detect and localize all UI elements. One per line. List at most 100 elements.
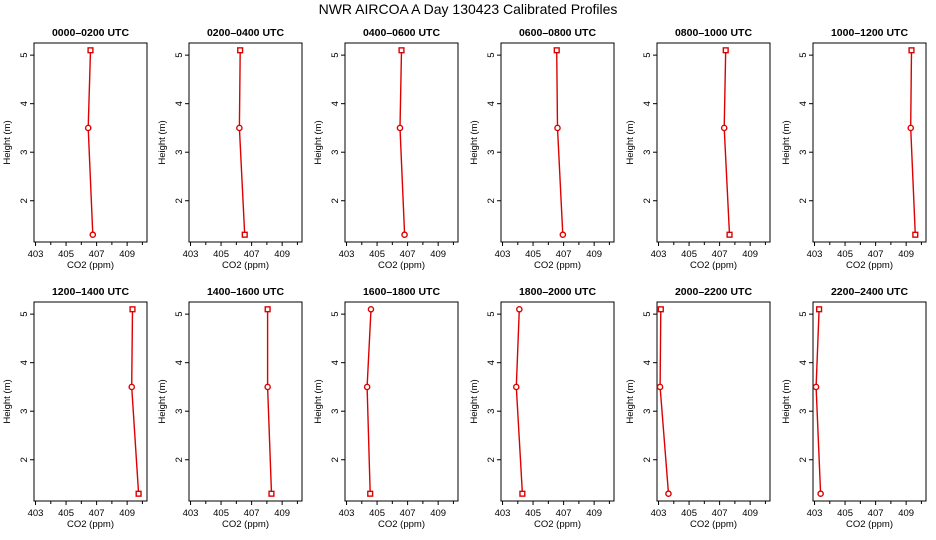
panel-title: 0000–0200 UTC [52,27,129,39]
x-axis-label: CO2 (ppm) [67,519,114,530]
data-point [816,306,823,313]
x-tick-label: 405 [681,249,697,260]
x-tick-label: 403 [495,508,511,519]
x-tick-label: 405 [369,249,385,260]
y-axis-label: Height (m) [469,379,480,423]
data-point [720,124,728,132]
chart-panel: 0000–0200 UTC 403 405 407 409 CO2 (ppm) 2 3 4 5 He… [2,27,148,271]
y-tick-label: 3 [798,409,809,414]
y-axis-label: Height (m) [625,379,636,423]
y-tick-label: 2 [19,198,30,203]
x-tick-label: 409 [742,508,758,519]
data-point [241,231,248,238]
data-point [87,47,94,54]
panel-title: 1600–1800 UTC [363,286,440,298]
data-point [367,305,375,313]
x-tick-label: 409 [119,249,135,260]
y-tick-label: 2 [330,457,341,462]
data-point [912,231,919,238]
y-axis-label: Height (m) [313,379,324,423]
data-point [398,47,405,54]
x-tick-label: 407 [400,508,416,519]
data-point [396,124,404,132]
data-point [84,124,92,132]
chart-panel: 0200–0400 UTC 403 405 407 409 CO2 (ppm) 2 3 4 5 He… [157,27,303,271]
x-tick-label: 409 [742,249,758,260]
y-tick-label: 5 [798,311,809,316]
y-axis-label: Height (m) [625,120,636,164]
y-tick-label: 3 [330,150,341,155]
data-point [135,490,142,497]
x-tick-label: 405 [213,249,229,260]
data-point [656,383,664,391]
y-tick-label: 3 [19,409,30,414]
y-tick-label: 5 [798,52,809,57]
y-tick-label: 4 [330,360,341,365]
y-tick-label: 5 [486,52,497,57]
data-point [401,231,408,239]
chart-panel: 2200–2400 UTC 403 405 407 409 CO2 (ppm) 2 3 4 5 He… [781,286,927,530]
profile-line [723,50,731,235]
y-axis-label: Height (m) [469,120,480,164]
y-tick-label: 3 [642,409,653,414]
x-tick-label: 403 [339,249,355,260]
x-tick-label: 407 [556,249,572,260]
plot-frame [344,42,459,243]
data-point [559,231,567,239]
panel-title: 2000–2200 UTC [675,286,752,298]
x-tick-label: 405 [837,508,853,519]
profile-line [238,50,246,235]
x-tick-label: 407 [89,508,105,519]
panel-title: 0200–0400 UTC [207,27,284,39]
x-tick-label: 405 [213,508,229,519]
x-axis-label: CO2 (ppm) [690,260,737,271]
chart-panel: 1800–2000 UTC 403 405 407 409 CO2 (ppm) 2 3 4 5 He… [469,286,615,530]
data-point [236,124,243,132]
x-tick-label: 409 [586,508,602,519]
y-tick-label: 5 [19,52,30,57]
y-axis-label: Height (m) [157,379,168,423]
x-tick-label: 403 [495,249,511,260]
x-tick-label: 407 [556,508,572,519]
y-tick-label: 4 [19,360,30,365]
y-tick-label: 2 [798,198,809,203]
y-tick-label: 3 [174,409,185,414]
y-tick-label: 4 [642,360,653,365]
main-title: NWR AIRCOA A Day 130423 Calibrated Profi… [319,1,618,17]
x-axis-label: CO2 (ppm) [534,519,581,530]
data-point [363,383,371,391]
x-tick-label: 403 [807,508,823,519]
data-point [657,306,664,313]
chart-panel: 1600–1800 UTC 403 405 407 409 CO2 (ppm) 2 3 4 5 He… [313,286,459,530]
profile-line [266,309,273,494]
panels: 0000–0200 UTC 403 405 407 409 CO2 (ppm) 2 3 4 5 He… [2,27,927,530]
panel-title: 2200–2400 UTC [831,286,908,298]
y-tick-label: 5 [642,311,653,316]
x-tick-label: 407 [244,508,260,519]
data-point [367,490,374,497]
plot-frame [188,42,303,243]
y-tick-label: 5 [330,52,341,57]
data-point [128,383,136,391]
y-axis-label: Height (m) [781,120,792,164]
profile-line [815,309,822,494]
x-tick-label: 409 [430,249,446,260]
x-axis-label: CO2 (ppm) [378,260,425,271]
y-tick-label: 3 [798,150,809,155]
y-tick-label: 5 [19,311,30,316]
profile-line [909,50,916,235]
x-tick-label: 407 [244,249,260,260]
x-tick-label: 409 [898,508,914,519]
y-axis-label: Height (m) [157,120,168,164]
y-tick-label: 4 [486,360,497,365]
data-point [237,47,244,54]
y-tick-label: 2 [174,198,185,203]
data-point [554,124,561,132]
x-tick-label: 403 [651,249,667,260]
panel-title: 0600–0800 UTC [519,27,596,39]
x-tick-label: 405 [58,508,74,519]
data-point [665,490,672,498]
y-tick-label: 2 [330,198,341,203]
x-tick-label: 409 [119,508,135,519]
